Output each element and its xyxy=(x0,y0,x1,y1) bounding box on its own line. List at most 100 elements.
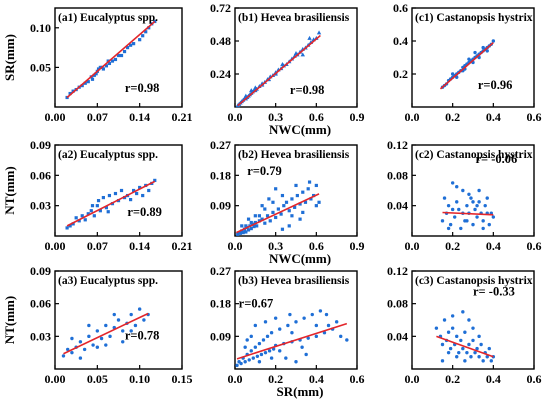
data-point xyxy=(290,331,294,335)
data-point xyxy=(253,85,258,90)
data-point xyxy=(326,323,331,328)
data-point xyxy=(71,222,75,226)
data-point xyxy=(314,334,319,339)
data-point xyxy=(78,356,83,360)
data-point xyxy=(243,93,249,98)
x-tick-label: 0.00 xyxy=(45,239,66,253)
panel-a1: 0.000.070.140.210.050.100.15(a1) Eucalyp… xyxy=(2,7,193,124)
y-axis-label: NT(mm) xyxy=(2,296,17,344)
data-point xyxy=(481,359,485,363)
data-point xyxy=(461,188,465,193)
x-tick-label: 0.07 xyxy=(87,110,108,124)
data-point xyxy=(138,185,142,190)
data-point xyxy=(477,355,481,359)
data-point xyxy=(465,203,469,208)
x-tick-label: 0.3 xyxy=(268,239,283,253)
data-point xyxy=(284,356,288,360)
data-point xyxy=(132,42,136,46)
panel-title: (b3) Hevea brasiliensis xyxy=(238,275,350,287)
panel-b2: 0.0 0.3 0.6 0.9 0.09 0.18 0.27 (b2) Hevea brasi… xyxy=(210,138,365,266)
data-point xyxy=(475,203,479,208)
y-tick-label: 0.6 xyxy=(393,1,408,15)
data-point xyxy=(260,204,264,208)
y-axis-label: SR(mm) xyxy=(2,34,17,81)
y-axis-label: NT(mm) xyxy=(2,166,17,214)
data-point xyxy=(135,191,139,196)
data-point xyxy=(243,345,247,349)
data-point xyxy=(91,343,95,347)
data-point xyxy=(298,202,302,206)
data-point xyxy=(303,200,308,204)
x-tick-label: 0.0 xyxy=(405,239,420,253)
data-point xyxy=(475,215,479,219)
data-point xyxy=(112,312,116,317)
x-tick-label: 0.6 xyxy=(527,239,542,253)
data-point xyxy=(485,49,489,53)
data-point xyxy=(265,334,270,339)
data-point xyxy=(450,72,455,76)
data-point xyxy=(465,219,469,223)
panel-title: (a2) Eucalyptus spp. xyxy=(58,149,158,161)
plot-frame xyxy=(411,144,535,237)
y-tick-label: 0.12 xyxy=(387,264,408,278)
x-tick-label: 0.2 xyxy=(445,110,460,124)
data-point xyxy=(138,38,142,42)
y-tick-label: 0.06 xyxy=(30,297,51,311)
data-point xyxy=(104,206,109,210)
data-point xyxy=(301,210,305,215)
data-point xyxy=(95,345,100,349)
data-point xyxy=(241,231,245,235)
data-point xyxy=(317,200,321,204)
data-point xyxy=(487,346,491,351)
correlation-label: r=0.67 xyxy=(239,296,274,310)
data-point xyxy=(74,216,78,220)
data-point xyxy=(471,326,475,330)
data-point xyxy=(467,192,471,196)
data-point xyxy=(278,349,282,353)
data-point xyxy=(257,341,262,346)
data-point xyxy=(244,230,248,234)
data-point xyxy=(263,350,268,355)
data-point xyxy=(491,215,496,219)
data-point xyxy=(440,219,445,223)
y-tick-label: 0.4 xyxy=(393,34,408,48)
x-tick-label: 0.9 xyxy=(350,239,365,253)
data-point xyxy=(253,214,257,218)
data-point xyxy=(128,198,133,202)
regression-line xyxy=(236,193,320,234)
y-tick-label: 0.18 xyxy=(210,168,231,182)
data-point xyxy=(141,193,145,198)
x-tick-label: 0.4 xyxy=(309,372,324,386)
data-point xyxy=(282,204,286,208)
data-point xyxy=(246,228,251,232)
panel-c3: 0.0 0.2 0.4 0.6 0.04 0.08 0.12 (c3) Castanopsis… xyxy=(387,264,542,386)
x-tick-label: 0.0 xyxy=(405,372,420,386)
y-tick-label: 0.10 xyxy=(30,21,51,35)
y-tick-label: 0.06 xyxy=(30,168,51,182)
data-point xyxy=(473,350,477,355)
data-point xyxy=(469,355,473,359)
y-tick-label: 0.2 xyxy=(393,67,408,81)
data-point xyxy=(66,347,70,352)
x-tick-label: 0.0 xyxy=(228,239,243,253)
data-point xyxy=(263,221,267,225)
data-point xyxy=(71,89,75,93)
data-point xyxy=(288,312,292,317)
data-point xyxy=(259,352,264,357)
data-point xyxy=(268,219,272,223)
data-point xyxy=(265,214,270,218)
data-point xyxy=(442,318,447,322)
data-point xyxy=(314,183,318,188)
data-point xyxy=(129,312,133,317)
regression-line xyxy=(236,322,348,360)
data-point xyxy=(309,197,313,201)
plot-frame xyxy=(234,7,358,108)
data-point xyxy=(92,214,96,218)
data-point xyxy=(255,224,259,228)
correlation-label: r=0.78 xyxy=(125,329,160,343)
data-point xyxy=(113,191,118,196)
data-point xyxy=(306,336,310,340)
data-point xyxy=(99,336,104,341)
data-point xyxy=(70,350,74,355)
y-tick-label: 0.09 xyxy=(210,329,231,343)
